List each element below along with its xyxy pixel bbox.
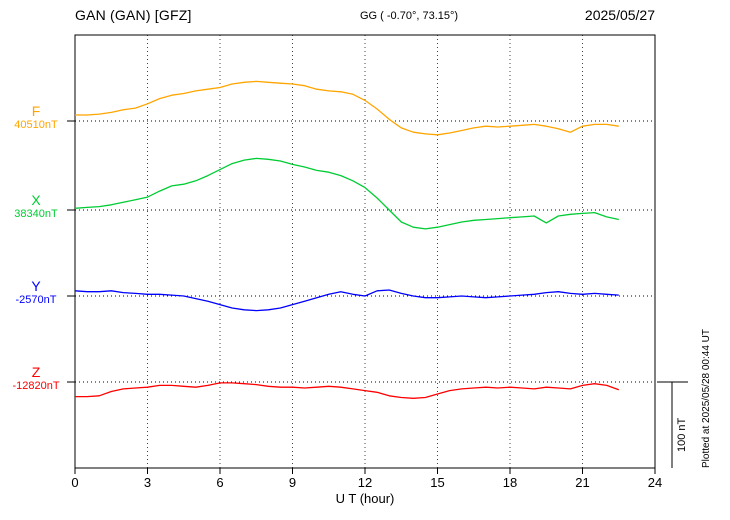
x-tick-label: 18 <box>503 475 517 490</box>
channel-label-Y: Y -2570nT <box>4 278 68 307</box>
x-tick-label: 15 <box>430 475 444 490</box>
geographic-coordinates: GG ( -0.70°, 73.15°) <box>360 10 459 22</box>
channel-letter-Z: Z <box>31 364 41 380</box>
channel-letter-Y: Y <box>31 278 41 294</box>
station-title: GAN (GAN) [GFZ] <box>75 7 192 23</box>
channel-label-X: X 38340nT <box>4 192 68 221</box>
trace-Z <box>75 382 620 399</box>
channel-baseline-Z: -12820nT <box>12 380 60 392</box>
channel-letter-F: F <box>31 103 41 119</box>
channel-letter-X: X <box>31 192 41 208</box>
trace-Y <box>74 289 619 312</box>
x-tick-label: 9 <box>289 475 296 490</box>
x-tick-label: 21 <box>575 475 589 490</box>
scale-bar-label: 100 nT <box>676 417 688 452</box>
channel-baseline-X: 38340nT <box>14 208 58 220</box>
x-tick-label: 24 <box>648 475 662 490</box>
x-axis-label: U T (hour) <box>335 491 395 506</box>
trace-F <box>75 80 619 136</box>
plotted-timestamp: Plotted at 2025/05/28 00:44 UT <box>701 329 712 468</box>
x-tick-label: 6 <box>216 475 223 490</box>
plot-frame <box>74 34 656 469</box>
trace-X <box>74 157 619 230</box>
plot-date: 2025/05/27 <box>584 7 655 23</box>
channel-baseline-F: 40510nT <box>14 119 58 131</box>
x-tick-label: 3 <box>144 475 151 490</box>
channel-label-F: F 40510nT <box>4 103 68 132</box>
x-tick-label: 12 <box>358 475 372 490</box>
x-tick-label: 0 <box>71 475 78 490</box>
channel-baseline-Y: -2570nT <box>15 294 57 306</box>
channel-label-Z: Z -12820nT <box>4 364 68 393</box>
